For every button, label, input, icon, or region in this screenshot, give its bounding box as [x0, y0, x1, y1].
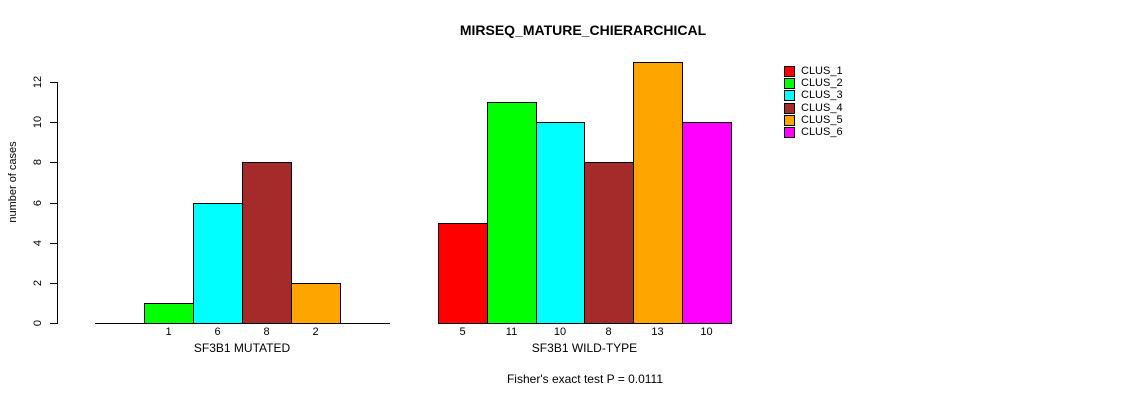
y-tick-mark [50, 162, 58, 163]
group-label: SF3B1 MUTATED [193, 341, 291, 355]
legend-swatch-clus_2 [784, 78, 795, 89]
fisher-test-annotation: Fisher's exact test P = 0.0111 [506, 372, 664, 386]
y-axis-title: number of cases [7, 141, 19, 223]
y-tick-mark [50, 283, 58, 284]
group-label: SF3B1 WILD-TYPE [531, 341, 638, 355]
legend-swatch-clus_3 [784, 90, 795, 101]
legend-swatch-clus_1 [784, 66, 795, 77]
legend-swatch-clus_6 [784, 127, 795, 138]
bar-clus_4 [584, 162, 634, 324]
bar-clus_5 [291, 283, 341, 324]
y-tick-label: 0 [32, 319, 44, 327]
legend-swatch-clus_5 [784, 115, 795, 126]
bar-clus_6 [682, 122, 732, 324]
bar-value-label: 10 [700, 326, 713, 338]
legend-label: CLUS_2 [801, 77, 843, 89]
bar-clus_2 [487, 102, 537, 324]
legend-swatch-clus_4 [784, 103, 795, 114]
bar-value-label: 6 [214, 326, 221, 338]
y-tick-mark [50, 243, 58, 244]
legend-label: CLUS_3 [801, 89, 843, 101]
legend-label: CLUS_4 [801, 102, 843, 114]
bar-value-label: 1 [165, 326, 172, 338]
y-tick-label: 10 [32, 115, 44, 129]
y-tick-label: 4 [32, 239, 44, 247]
y-tick-label: 8 [32, 158, 44, 166]
legend-label: CLUS_6 [801, 126, 843, 138]
y-tick-mark [50, 323, 58, 324]
bar-clus_5 [633, 62, 683, 324]
bar-value-label: 11 [505, 326, 518, 338]
y-tick-mark [50, 203, 58, 204]
bar-clus_4 [242, 162, 292, 324]
y-tick-label: 2 [32, 279, 44, 287]
y-tick-label: 6 [32, 199, 44, 207]
bar-value-label: 5 [459, 326, 466, 338]
legend-label: CLUS_1 [801, 65, 843, 77]
bar-clus_3 [193, 203, 243, 324]
legend-label: CLUS_5 [801, 114, 843, 126]
y-tick-mark [50, 122, 58, 123]
bar-value-label: 2 [312, 326, 319, 338]
bar-value-label: 13 [651, 326, 664, 338]
bar-clus_1 [438, 223, 488, 324]
y-tick-mark [50, 82, 58, 83]
bar-value-label: 8 [605, 326, 612, 338]
bar-value-label: 10 [553, 326, 567, 338]
chart-title: MIRSEQ_MATURE_CHIERARCHICAL [459, 22, 707, 38]
bar-clus_2 [144, 303, 194, 324]
y-tick-label: 12 [32, 75, 44, 89]
bar-value-label: 8 [263, 326, 270, 338]
bar-clus_3 [536, 122, 585, 324]
